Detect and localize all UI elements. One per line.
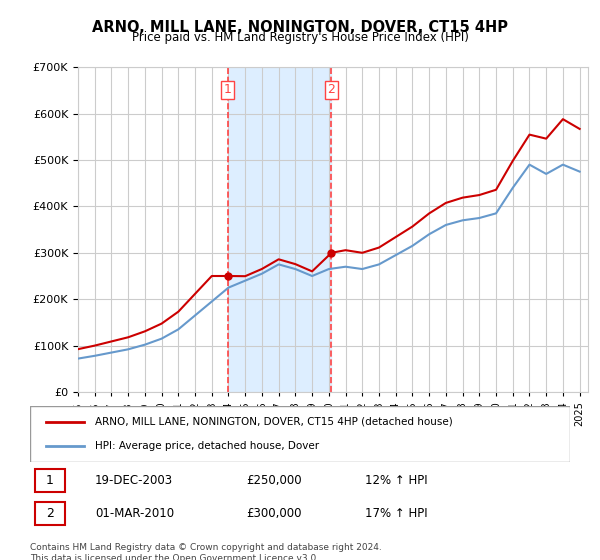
Text: Price paid vs. HM Land Registry's House Price Index (HPI): Price paid vs. HM Land Registry's House … <box>131 31 469 44</box>
Text: 2: 2 <box>46 507 54 520</box>
Text: 17% ↑ HPI: 17% ↑ HPI <box>365 507 427 520</box>
FancyBboxPatch shape <box>30 406 570 462</box>
FancyBboxPatch shape <box>35 469 65 492</box>
Text: 19-DEC-2003: 19-DEC-2003 <box>95 474 173 487</box>
Text: 1: 1 <box>46 474 54 487</box>
Text: 1: 1 <box>224 83 232 96</box>
Text: ARNO, MILL LANE, NONINGTON, DOVER, CT15 4HP (detached house): ARNO, MILL LANE, NONINGTON, DOVER, CT15 … <box>95 417 452 427</box>
FancyBboxPatch shape <box>35 502 65 525</box>
Text: 01-MAR-2010: 01-MAR-2010 <box>95 507 174 520</box>
Text: Contains HM Land Registry data © Crown copyright and database right 2024.
This d: Contains HM Land Registry data © Crown c… <box>30 543 382 560</box>
Bar <box>228 67 331 392</box>
Text: £300,000: £300,000 <box>246 507 302 520</box>
Text: HPI: Average price, detached house, Dover: HPI: Average price, detached house, Dove… <box>95 441 319 451</box>
Text: £250,000: £250,000 <box>246 474 302 487</box>
Text: 2: 2 <box>328 83 335 96</box>
Text: ARNO, MILL LANE, NONINGTON, DOVER, CT15 4HP: ARNO, MILL LANE, NONINGTON, DOVER, CT15 … <box>92 20 508 35</box>
Text: 12% ↑ HPI: 12% ↑ HPI <box>365 474 427 487</box>
